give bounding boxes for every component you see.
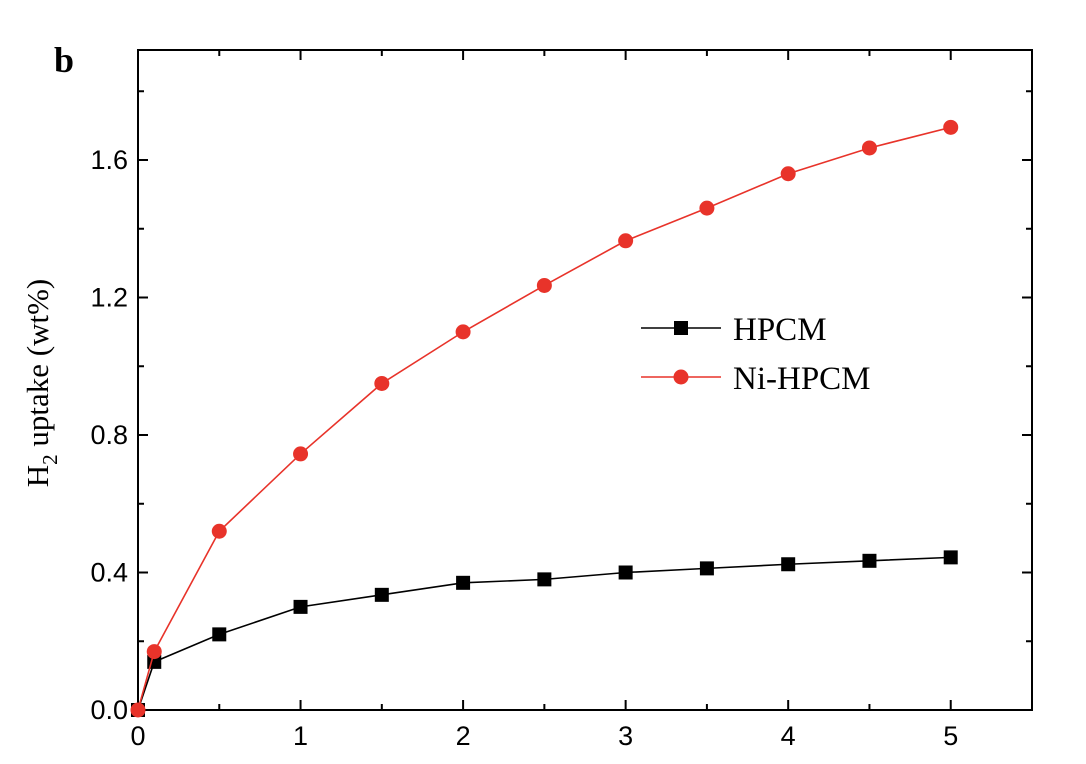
data-point-ni-hpcm (146, 644, 162, 660)
data-point-hpcm (374, 587, 389, 602)
data-point-hpcm (781, 557, 796, 572)
legend-marker-hpcm (674, 321, 688, 335)
x-tick-label: 1 (293, 721, 308, 751)
text-layer: b H2 uptake (wt%) (20, 40, 74, 487)
data-point-ni-hpcm (536, 277, 552, 293)
series-line-hpcm (137, 556, 951, 711)
x-tick-label: 3 (618, 721, 633, 751)
y-axis-title-subscript: 2 (38, 454, 62, 465)
data-point-hpcm (699, 561, 714, 576)
x-tick-label: 4 (781, 721, 796, 751)
legend-marker-ni-hpcm (673, 369, 689, 385)
panel-label: b (54, 40, 74, 80)
y-tick-label: 0.4 (90, 558, 128, 588)
y-tick-label: 1.6 (90, 145, 128, 175)
data-point-ni-hpcm (618, 233, 634, 249)
y-axis-title: H2 uptake (wt%) (20, 279, 62, 488)
data-point-ni-hpcm (374, 375, 390, 391)
data-point-ni-hpcm (861, 140, 877, 156)
data-point-hpcm (943, 550, 958, 565)
y-tick-label: 1.2 (90, 283, 128, 313)
data-point-ni-hpcm (455, 324, 471, 340)
data-point-ni-hpcm (130, 702, 146, 718)
data-point-ni-hpcm (211, 523, 227, 539)
x-tick-label: 5 (943, 721, 958, 751)
data-point-hpcm (537, 572, 552, 587)
series-line-ni-hpcm (137, 126, 951, 711)
y-axis-title-rest: uptake (wt%) (20, 279, 55, 455)
data-point-hpcm (618, 565, 633, 580)
y-tick-label: 0.0 (90, 695, 128, 725)
x-tick-label: 2 (456, 721, 471, 751)
data-point-ni-hpcm (943, 119, 959, 135)
data-point-ni-hpcm (780, 166, 796, 182)
legend-label-hpcm: HPCM (733, 312, 827, 348)
data-point-hpcm (862, 553, 877, 568)
y-tick-label: 0.8 (90, 420, 128, 450)
data-point-hpcm (212, 627, 227, 642)
plot-axes: 0 1 2 3 4 5 0.0 0.4 0.8 1.2 1.6 (90, 49, 1033, 751)
data-point-ni-hpcm (293, 446, 309, 462)
legend-label-ni-hpcm: Ni-HPCM (733, 361, 871, 397)
y-axis-title-main: H (20, 465, 55, 487)
plot-frame (137, 49, 1033, 711)
x-tick-label: 0 (130, 721, 145, 751)
data-point-hpcm (456, 575, 471, 590)
data-point-ni-hpcm (699, 200, 715, 216)
series-group (130, 119, 959, 718)
data-point-hpcm (293, 599, 308, 614)
legend: HPCM Ni-HPCM (641, 312, 871, 397)
